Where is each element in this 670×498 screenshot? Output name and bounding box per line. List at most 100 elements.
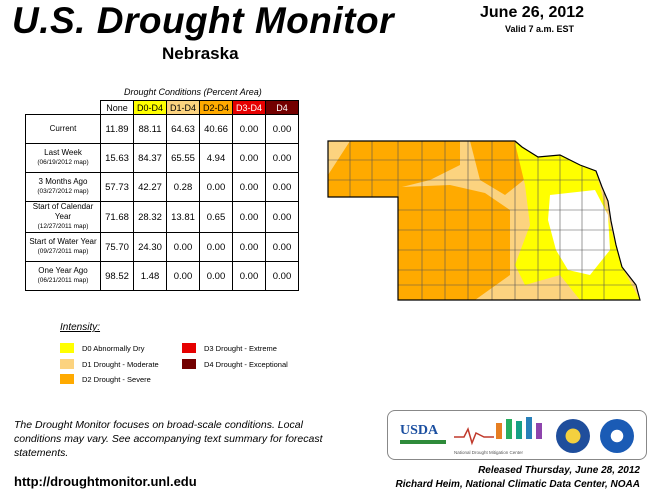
table-cell: 11.89 <box>100 114 134 144</box>
row-label-subtext: (09/27/2011 map) <box>37 248 89 255</box>
legend-item-d1: D1 Drought - Moderate <box>60 359 159 369</box>
table-cell: 98.52 <box>100 261 134 291</box>
row-label-subtext: (06/19/2012 map) <box>37 159 89 166</box>
legend-item-d2: D2 Drought - Severe <box>60 374 151 384</box>
table-cell: 71.68 <box>100 201 134 233</box>
table-cell: 0.00 <box>166 261 200 291</box>
usda-logo-text: USDA <box>400 423 439 438</box>
legend-item-d4: D4 Drought - Exceptional <box>182 359 288 369</box>
table-cell: 0.28 <box>166 172 200 202</box>
table-cell: 13.81 <box>166 201 200 233</box>
legend-label-d0: D0 Abnormally Dry <box>82 343 145 353</box>
valid-time: Valid 7 a.m. EST <box>505 24 575 34</box>
table-cell: 0.00 <box>265 232 299 262</box>
table-cell: 0.00 <box>265 261 299 291</box>
ndmc-logo: National Drought Mitigation Center <box>454 417 550 455</box>
table-cell: 1.48 <box>133 261 167 291</box>
row-label: Start of Water Year (09/27/2011 map) <box>25 232 101 262</box>
table-caption: Drought Conditions (Percent Area) <box>124 87 262 97</box>
table-cell: 0.00 <box>232 201 266 233</box>
table-cell: 0.00 <box>265 114 299 144</box>
no-drought-region <box>548 190 610 275</box>
ndmc-logo-graphic <box>454 417 542 446</box>
table-row: Start of Water Year (09/27/2011 map) 75.70… <box>25 232 299 262</box>
table-cell: 84.37 <box>133 143 167 173</box>
row-label-text: One Year Ago <box>38 266 88 275</box>
d2-region-southwest <box>328 185 510 300</box>
table-cell: 28.32 <box>133 201 167 233</box>
table-cell: 0.00 <box>265 172 299 202</box>
table-row: 3 Months Ago (03/27/2012 map) 57.73 42.27 0.… <box>25 172 299 202</box>
legend-swatch-d1 <box>60 359 74 369</box>
legend-item-d3: D3 Drought - Extreme <box>182 343 277 353</box>
table-row: Current 11.89 88.11 64.63 40.66 0.00 0.00 <box>25 114 299 144</box>
legend-swatch-d3 <box>182 343 196 353</box>
table-cell: 0.65 <box>199 201 233 233</box>
doc-seal-logo <box>556 419 590 453</box>
table-cell: 0.00 <box>232 232 266 262</box>
table-cell: 15.63 <box>100 143 134 173</box>
table-cell: 64.63 <box>166 114 200 144</box>
legend-title: Intensity: <box>60 322 101 333</box>
table-header-row: None D0-D4 D1-D4 D2-D4 D3-D4 D4 <box>26 100 299 115</box>
legend-label-d4: D4 Drought - Exceptional <box>204 359 288 369</box>
table-cell: 65.55 <box>166 143 200 173</box>
table-cell: 0.00 <box>166 232 200 262</box>
table-cell: 88.11 <box>133 114 167 144</box>
row-label-text: Last Week <box>44 148 82 157</box>
drought-monitor-link[interactable]: http://droughtmonitor.unl.edu <box>14 474 197 489</box>
table-cell: 0.00 <box>199 261 233 291</box>
legend-label-d1: D1 Drought - Moderate <box>82 359 159 369</box>
row-label-subtext: (06/21/2011 map) <box>37 277 89 284</box>
column-header-d1-d4: D1-D4 <box>166 100 200 115</box>
row-label: Last Week (06/19/2012 map) <box>25 143 101 173</box>
table-cell: 0.00 <box>265 143 299 173</box>
table-row: Last Week (06/19/2012 map) 15.63 84.37 65.55… <box>25 143 299 173</box>
row-label: 3 Months Ago (03/27/2012 map) <box>25 172 101 202</box>
table-cell: 4.94 <box>199 143 233 173</box>
table-cell: 24.30 <box>133 232 167 262</box>
table-row: One Year Ago (06/21/2011 map) 98.52 1.48 0.0… <box>25 261 299 291</box>
table-cell: 75.70 <box>100 232 134 262</box>
table-corner <box>26 101 101 115</box>
release-info: Released Thursday, June 28, 2012 Richard… <box>395 464 640 492</box>
table-cell: 40.66 <box>199 114 233 144</box>
table-cell: 0.00 <box>232 143 266 173</box>
legend-swatch-d2 <box>60 374 74 384</box>
map-date: June 26, 2012 <box>480 4 585 21</box>
table-row: Start of Calendar Year (12/27/2011 map) 71… <box>25 201 299 233</box>
table-cell: 0.00 <box>232 114 266 144</box>
row-label: Current <box>25 114 101 144</box>
row-label-text: Start of Water Year <box>29 237 97 246</box>
row-label-subtext: (03/27/2012 map) <box>37 188 89 195</box>
row-label: Start of Calendar Year (12/27/2011 map) <box>25 201 101 233</box>
legend-label-d2: D2 Drought - Severe <box>82 374 151 384</box>
table-cell: 57.73 <box>100 172 134 202</box>
row-label-text: Current <box>49 124 77 133</box>
noaa-logo <box>600 419 634 453</box>
column-header-d4: D4 <box>265 100 299 115</box>
release-date: Released Thursday, June 28, 2012 <box>478 465 640 476</box>
table-cell: 0.00 <box>232 261 266 291</box>
row-label-text: Start of Calendar Year <box>32 202 94 221</box>
state-outline <box>327 140 641 301</box>
table-cell: 0.00 <box>199 232 233 262</box>
column-header-d0-d4: D0-D4 <box>133 100 167 115</box>
table-cell: 0.00 <box>265 201 299 233</box>
nebraska-drought-map <box>327 140 641 301</box>
legend-label-d3: D3 Drought - Extreme <box>204 343 277 353</box>
column-header-d2-d4: D2-D4 <box>199 100 233 115</box>
partner-logos: USDA National Drought Mitigation Center <box>387 410 647 460</box>
d2-region-northwest <box>328 141 460 197</box>
legend-swatch-d0 <box>60 343 74 353</box>
column-header-none: None <box>100 100 134 115</box>
legend-swatch-d4 <box>182 359 196 369</box>
row-label-text: 3 Months Ago <box>38 177 88 186</box>
usda-logo: USDA <box>400 423 446 449</box>
table-cell: 0.00 <box>232 172 266 202</box>
table-body: Current 11.89 88.11 64.63 40.66 0.00 0.00 Last … <box>25 114 299 291</box>
table-cell: 42.27 <box>133 172 167 202</box>
row-label: One Year Ago (06/21/2011 map) <box>25 261 101 291</box>
row-label-subtext: (12/27/2011 map) <box>37 223 89 230</box>
footer-note: The Drought Monitor focuses on broad-sca… <box>14 419 323 459</box>
